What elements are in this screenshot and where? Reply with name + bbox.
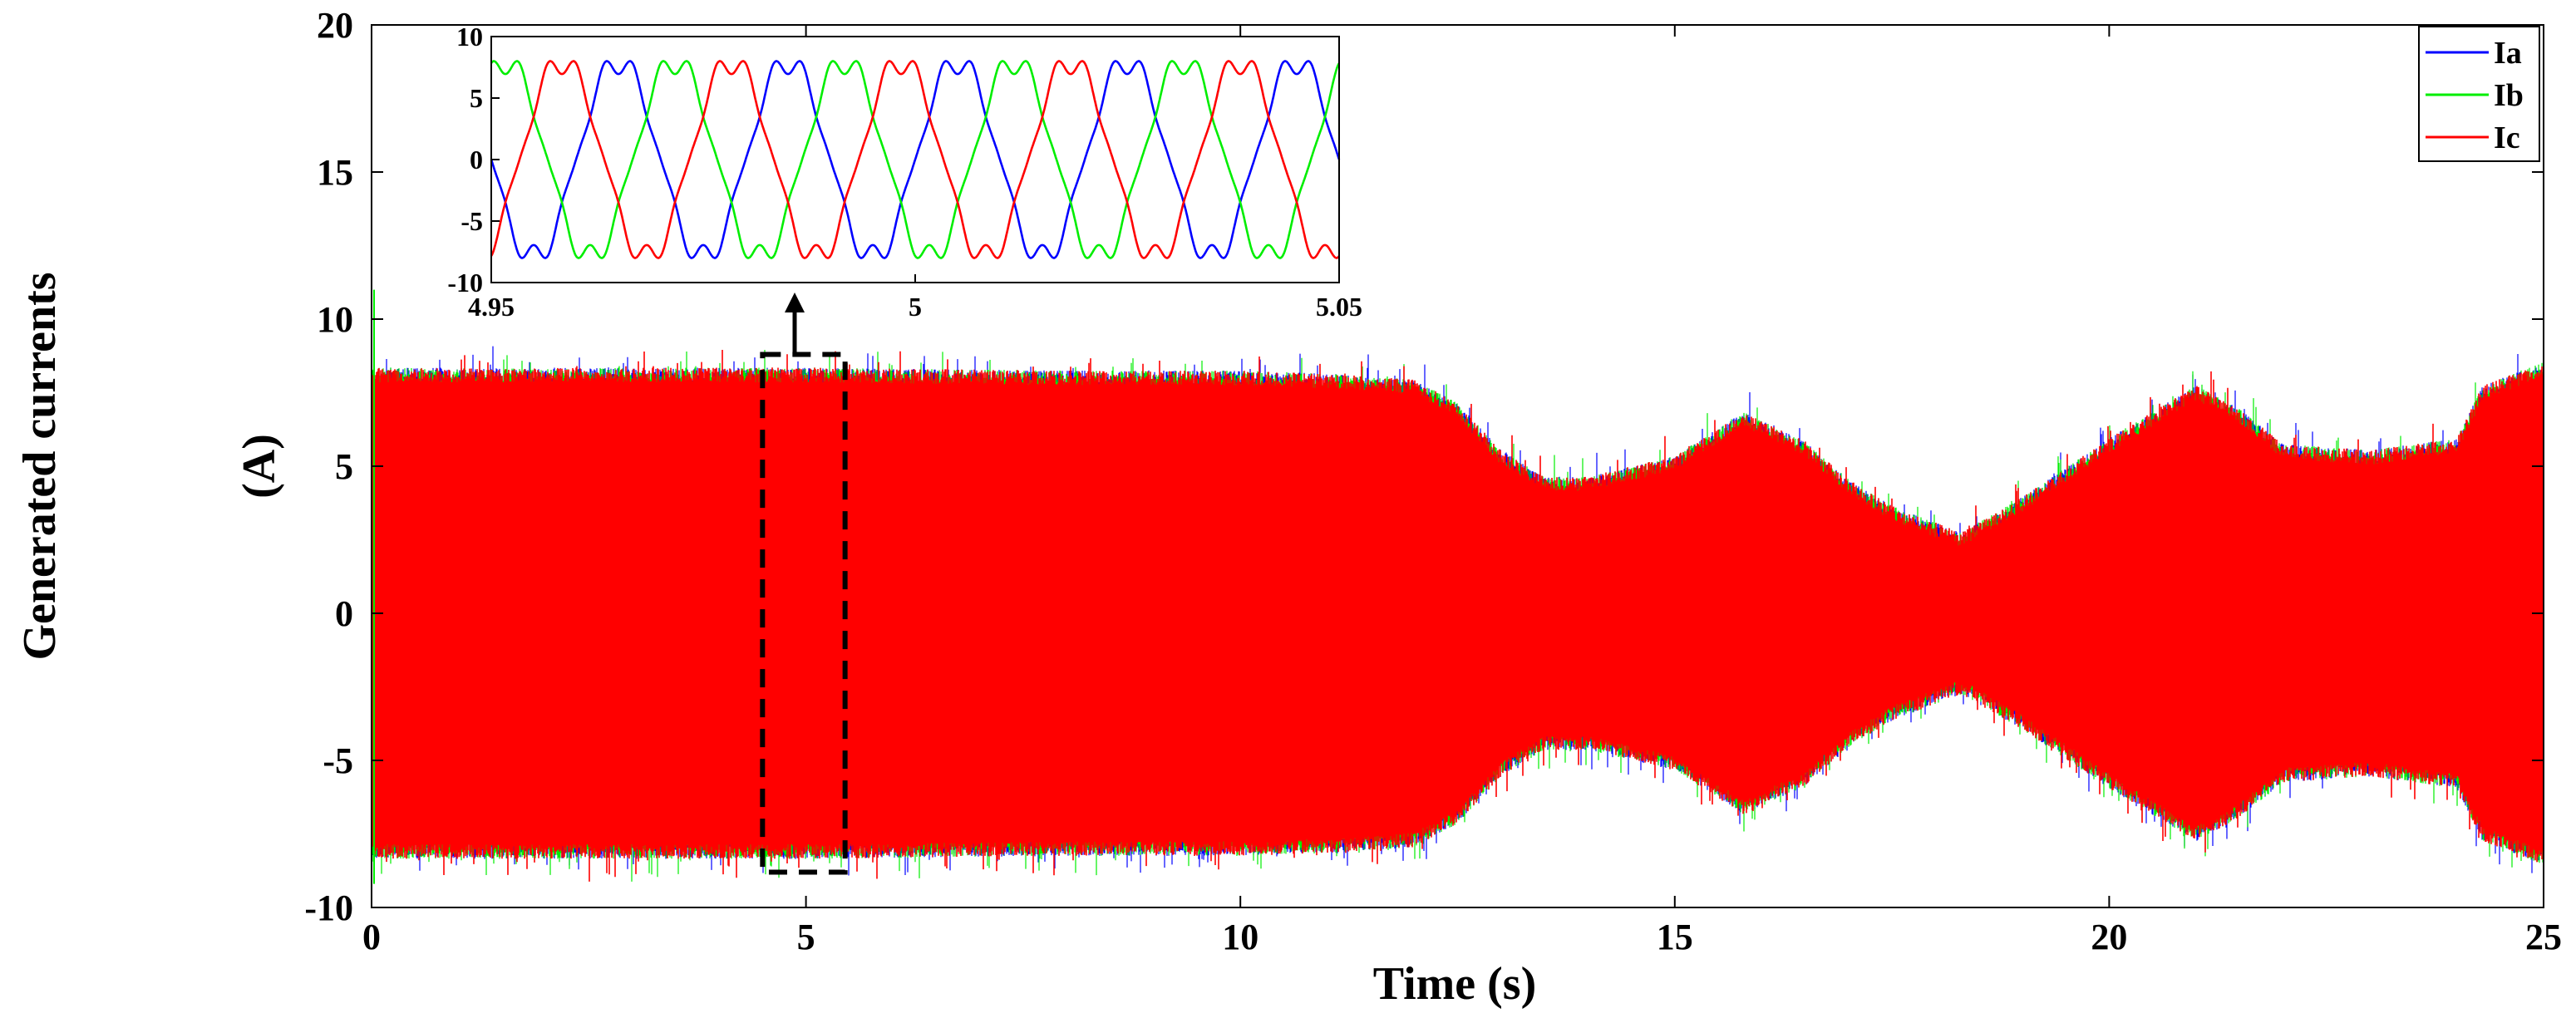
main-tick-layer: 0 5 10 15 20 25 -10 -5 0 5 10 15 20 (304, 5, 2562, 957)
inset-data-layer (490, 60, 1341, 259)
inset-x-tick-label: 5 (909, 292, 922, 322)
highlight-box-layer (760, 352, 848, 875)
y-tick-label: 0 (335, 593, 353, 634)
inset-y-tick-label: -5 (461, 206, 483, 236)
inset-y-tick-label: 5 (470, 83, 483, 113)
y-tick-label: -5 (323, 740, 353, 781)
y-tick-label: 5 (335, 446, 353, 487)
x-axis-title: Time (s) (1373, 958, 1537, 1010)
legend-label-ia: Ia (2494, 36, 2522, 71)
inset-y-tick-label: 10 (456, 22, 483, 52)
x-tick-label: 25 (2525, 917, 2562, 957)
inset-x-tick-label: 5.05 (1316, 292, 1362, 322)
y-axis-title-line-2: (A) (234, 434, 285, 499)
inset-x-tick-label: 4.95 (468, 292, 515, 322)
y-tick-label: 15 (317, 152, 353, 193)
inset-series-ic-trace (490, 60, 1341, 259)
series-ic-trace (371, 350, 2544, 882)
inset-y-tick-label: 0 (470, 145, 483, 175)
zoom-region-box (760, 352, 848, 875)
inset-series-ib-trace (490, 60, 1341, 259)
inset-tick-layer: 4.95 5 5.05 10 5 0 -5 -10 (447, 22, 1362, 322)
x-tick-label: 5 (797, 917, 815, 957)
main-data-layer (371, 289, 2544, 884)
inset-series-ia-trace (490, 60, 1341, 259)
y-tick-label: -10 (304, 888, 353, 928)
legend-label-ic: Ic (2494, 120, 2520, 155)
y-axis-title-line-1: Generated currents (14, 272, 66, 660)
y-tick-label: 20 (317, 5, 353, 46)
zoom-arrow-head (785, 293, 805, 312)
legend-label-ib: Ib (2494, 78, 2524, 113)
y-tick-label: 10 (317, 299, 353, 340)
inset-y-tick-label: -10 (447, 268, 483, 298)
x-tick-label: 15 (1657, 917, 1693, 957)
x-tick-label: 20 (2091, 917, 2127, 957)
x-tick-label: 0 (362, 917, 381, 957)
x-tick-label: 10 (1222, 917, 1258, 957)
